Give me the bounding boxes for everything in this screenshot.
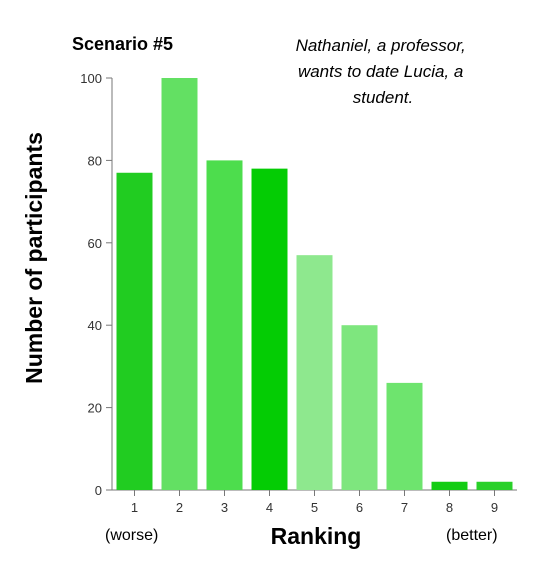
x-tick-label-1: 1 bbox=[131, 500, 138, 515]
annotation-line-3: student. bbox=[353, 88, 414, 107]
bar-ranking-1 bbox=[116, 172, 153, 490]
bar-ranking-2 bbox=[161, 78, 198, 490]
bar-ranking-7 bbox=[386, 382, 423, 490]
x-tick-label-5: 5 bbox=[311, 500, 318, 515]
bar-ranking-6 bbox=[341, 325, 378, 490]
annotation-line-1: Nathaniel, a professor, bbox=[296, 36, 466, 55]
x-tick-label-7: 7 bbox=[401, 500, 408, 515]
bar-ranking-5 bbox=[296, 255, 333, 490]
x-axis: 1 2 3 4 5 6 7 8 9 bbox=[112, 489, 517, 515]
y-tick-label-60: 60 bbox=[88, 236, 102, 251]
bar-ranking-3 bbox=[206, 160, 243, 490]
y-tick-label-80: 80 bbox=[88, 153, 102, 168]
y-tick-label-20: 20 bbox=[88, 401, 102, 416]
x-end-label-better: (better) bbox=[446, 527, 498, 544]
y-tick-label-0: 0 bbox=[95, 483, 102, 498]
x-end-label-worse: (worse) bbox=[105, 527, 158, 544]
y-tick-label-40: 40 bbox=[88, 318, 102, 333]
bar-ranking-8 bbox=[431, 481, 468, 490]
bars bbox=[116, 78, 513, 490]
y-axis: 0 20 40 60 80 100 bbox=[80, 71, 113, 498]
bar-ranking-9 bbox=[476, 481, 513, 490]
y-axis-label: Number of participants bbox=[21, 132, 47, 384]
chart-annotation: Nathaniel, a professor, wants to date Lu… bbox=[296, 36, 471, 107]
x-tick-label-3: 3 bbox=[221, 500, 228, 515]
annotation-line-2: wants to date Lucia, a bbox=[298, 62, 463, 81]
x-tick-label-6: 6 bbox=[356, 500, 363, 515]
chart-title: Scenario #5 bbox=[72, 34, 173, 54]
x-tick-label-2: 2 bbox=[176, 500, 183, 515]
x-axis-label: Ranking bbox=[271, 523, 362, 549]
bar-ranking-4 bbox=[251, 168, 288, 490]
y-tick-label-100: 100 bbox=[80, 71, 102, 86]
x-tick-label-4: 4 bbox=[266, 500, 273, 515]
x-tick-label-8: 8 bbox=[446, 500, 453, 515]
x-tick-label-9: 9 bbox=[491, 500, 498, 515]
